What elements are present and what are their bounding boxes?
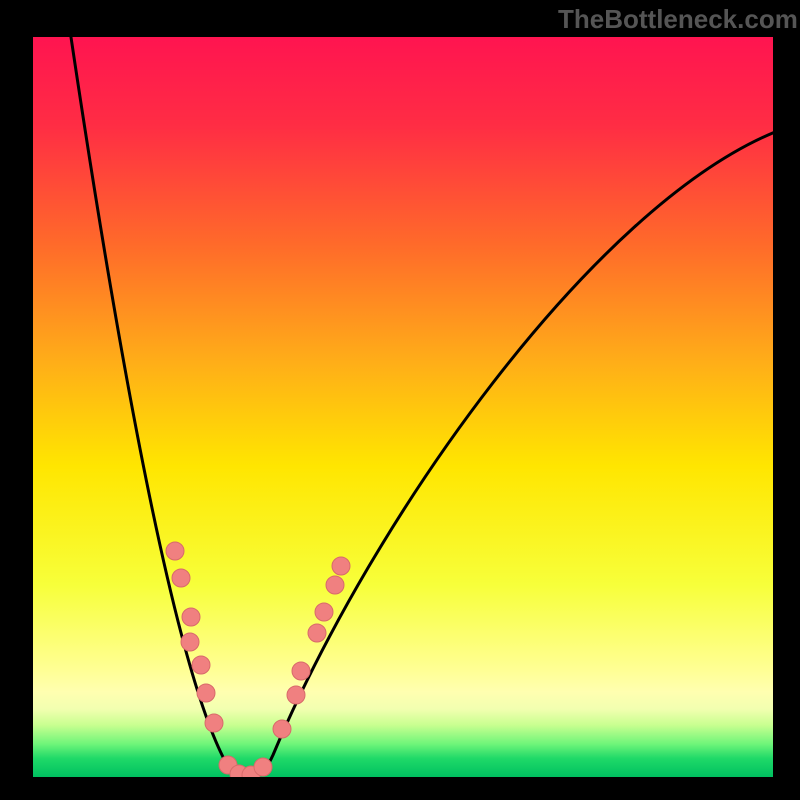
data-point	[192, 656, 210, 674]
data-point	[315, 603, 333, 621]
data-point	[332, 557, 350, 575]
data-point	[254, 758, 272, 776]
data-point	[197, 684, 215, 702]
data-point	[292, 662, 310, 680]
data-point	[308, 624, 326, 642]
watermark-text: TheBottleneck.com	[558, 4, 798, 35]
data-point	[172, 569, 190, 587]
data-point	[181, 633, 199, 651]
data-point	[273, 720, 291, 738]
data-point	[326, 576, 344, 594]
gradient-background	[33, 37, 773, 777]
data-point	[182, 608, 200, 626]
data-point	[287, 686, 305, 704]
plot-area	[33, 37, 773, 777]
data-point	[205, 714, 223, 732]
plot-svg	[33, 37, 773, 777]
data-point	[166, 542, 184, 560]
